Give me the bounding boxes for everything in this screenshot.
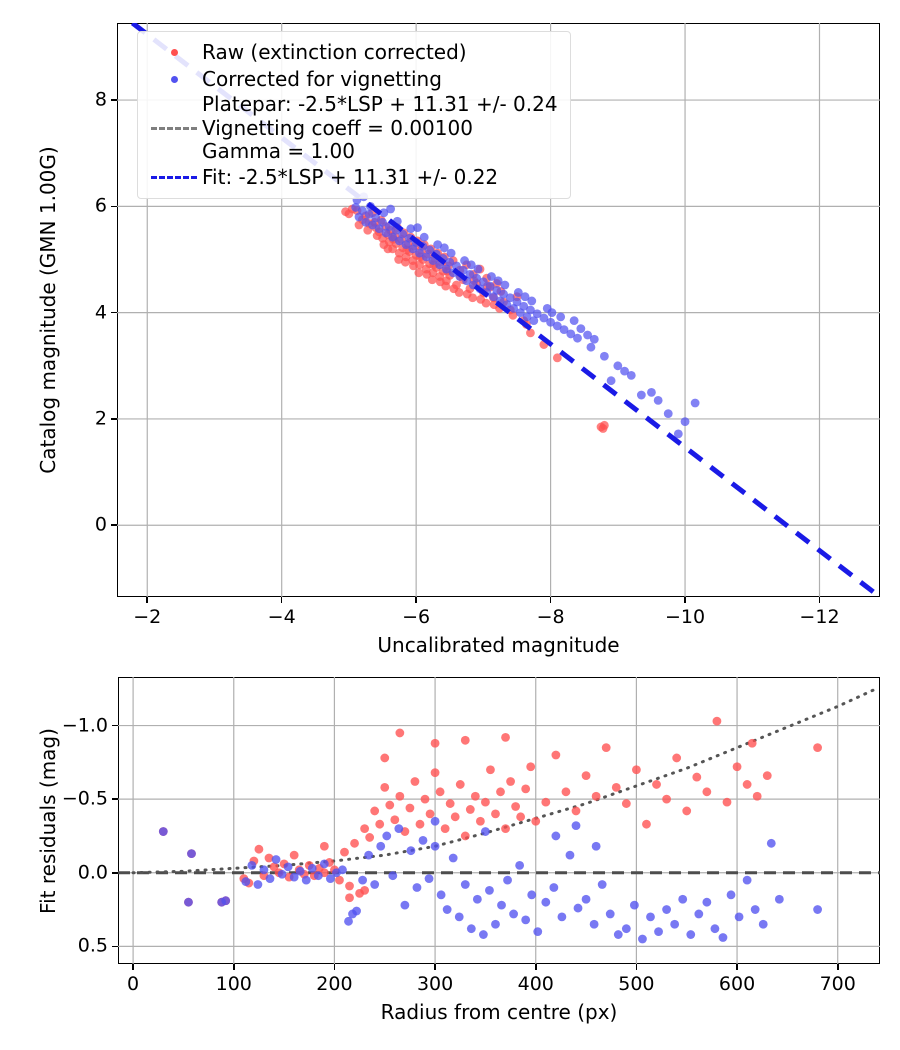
y-tickmark bbox=[111, 99, 117, 101]
x-tick-label: −2 bbox=[133, 606, 162, 628]
plot-legend: Raw (extinction corrected) Corrected for… bbox=[137, 31, 571, 199]
x-tickmark bbox=[818, 597, 821, 603]
x-tickmark bbox=[280, 597, 283, 603]
y-tickmark bbox=[111, 418, 117, 420]
bottom-xaxis-title: Radius from centre (px) bbox=[380, 1000, 618, 1024]
red-dot-marker-icon bbox=[146, 43, 202, 63]
legend-label-gamma: Gamma = 1.00 bbox=[202, 139, 355, 164]
legend-platepar-block: Platepar: -2.5*LSP + 11.31 +/- 0.24 Vign… bbox=[202, 92, 558, 164]
y-tickmark bbox=[112, 871, 118, 874]
x-tick-label: 300 bbox=[416, 973, 454, 995]
y-tick-label: 0.5 bbox=[77, 934, 108, 957]
y-tickmark bbox=[112, 724, 118, 727]
x-tick-label: −6 bbox=[402, 606, 431, 628]
legend-entry-corrected: Corrected for vignetting bbox=[146, 66, 560, 93]
x-tick-label: 200 bbox=[316, 973, 353, 995]
gray-dashed-line-icon bbox=[146, 118, 202, 138]
y-tick-label: −0.5 bbox=[61, 787, 108, 810]
top-plot-graphics bbox=[117, 23, 880, 597]
x-tickmark bbox=[132, 964, 134, 970]
bottom-yaxis-title: Fit residuals (mag) bbox=[36, 727, 60, 914]
y-tickmark bbox=[112, 945, 118, 948]
x-tickmark bbox=[434, 964, 436, 970]
fit-residuals-plot bbox=[118, 677, 880, 964]
x-tickmark bbox=[415, 597, 417, 603]
top-yaxis-title: Catalog magnitude (GMN 1.00G) bbox=[36, 146, 60, 474]
x-tick-label: 0 bbox=[127, 973, 140, 995]
x-tick-label: 700 bbox=[819, 973, 856, 995]
y-tickmark bbox=[112, 798, 118, 800]
x-tick-label: −12 bbox=[799, 606, 840, 628]
y-tick-label: 0 bbox=[94, 513, 107, 536]
legend-entry-raw: Raw (extinction corrected) bbox=[146, 39, 560, 66]
legend-label-corrected: Corrected for vignetting bbox=[202, 67, 442, 92]
top-xaxis-title: Uncalibrated magnitude bbox=[377, 633, 620, 657]
x-tickmark bbox=[232, 964, 235, 970]
x-tickmark bbox=[146, 597, 149, 603]
y-tick-label: 2 bbox=[94, 407, 107, 430]
legend-entry-fit: Fit: -2.5*LSP + 11.31 +/- 0.22 bbox=[146, 164, 560, 191]
x-tick-label: 500 bbox=[618, 973, 655, 995]
legend-label-raw: Raw (extinction corrected) bbox=[202, 40, 467, 65]
y-tickmark bbox=[111, 311, 117, 314]
y-tick-label: 4 bbox=[94, 301, 107, 324]
y-tick-label: 0.0 bbox=[77, 861, 108, 884]
y-tickmark bbox=[111, 524, 117, 527]
y-tickmark bbox=[111, 205, 117, 208]
x-tickmark bbox=[736, 964, 738, 970]
x-tickmark bbox=[684, 597, 686, 603]
x-tickmark bbox=[635, 964, 638, 970]
legend-entry-platepar: Platepar: -2.5*LSP + 11.31 +/- 0.24 Vign… bbox=[146, 92, 560, 164]
x-tickmark bbox=[549, 597, 552, 603]
bottom-axes-frame bbox=[118, 677, 880, 964]
bottom-plot-graphics bbox=[118, 677, 880, 964]
y-tick-label: 8 bbox=[94, 88, 107, 111]
y-tick-label: 6 bbox=[94, 194, 107, 217]
legend-label-vignetting-coeff: Vignetting coeff = 0.00100 bbox=[202, 115, 473, 140]
x-tick-label: 100 bbox=[215, 973, 252, 995]
legend-label-fit: Fit: -2.5*LSP + 11.31 +/- 0.22 bbox=[202, 165, 499, 190]
y-tick-label: −1.0 bbox=[61, 714, 108, 737]
x-tick-label: 400 bbox=[517, 973, 554, 995]
blue-dot-marker-icon bbox=[146, 70, 202, 90]
x-tickmark bbox=[534, 964, 537, 970]
x-tick-label: −10 bbox=[664, 606, 706, 628]
x-tickmark bbox=[836, 964, 839, 970]
x-tick-label: 600 bbox=[718, 973, 756, 995]
x-tick-label: −4 bbox=[267, 606, 296, 628]
x-tickmark bbox=[333, 964, 336, 970]
legend-label-platepar: Platepar: -2.5*LSP + 11.31 +/- 0.24 bbox=[202, 92, 558, 116]
blue-dashed-line-icon bbox=[146, 167, 202, 187]
x-tick-label: −8 bbox=[536, 606, 565, 628]
